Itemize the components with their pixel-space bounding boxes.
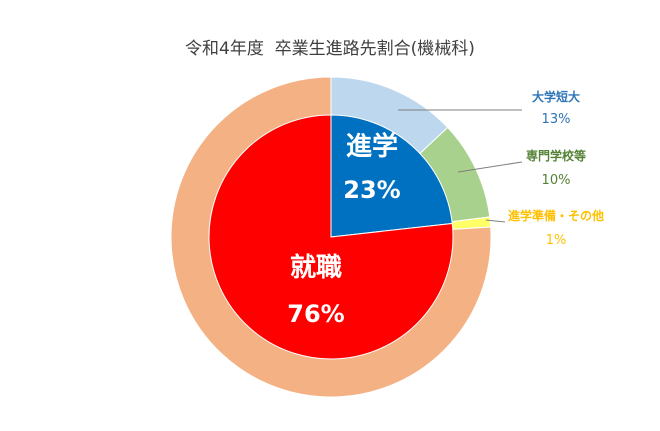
leader-line — [485, 219, 506, 223]
outer-slice-value: 13% — [542, 112, 571, 127]
inner-slice-value: 23% — [343, 176, 400, 204]
outer-slice-value: 10% — [542, 173, 571, 188]
inner-slice-0 — [330, 114, 453, 238]
outer-slice-label: 専門学校等 — [526, 148, 586, 163]
chart-title: 令和4年度 卒業生進路先割合(機械科) — [185, 39, 475, 59]
leader-line — [457, 161, 523, 173]
inner-slice-1 — [208, 114, 454, 360]
inner-slice-value: 76% — [287, 300, 344, 328]
inner-slice-label: 進学 — [346, 131, 398, 162]
inner-slice-label: 就職 — [290, 253, 342, 283]
outer-slice-label: 進学準備・その他 — [508, 208, 604, 223]
outer-slice-label: 大学短大 — [532, 89, 580, 104]
outer-slice-value: 1% — [546, 233, 567, 248]
